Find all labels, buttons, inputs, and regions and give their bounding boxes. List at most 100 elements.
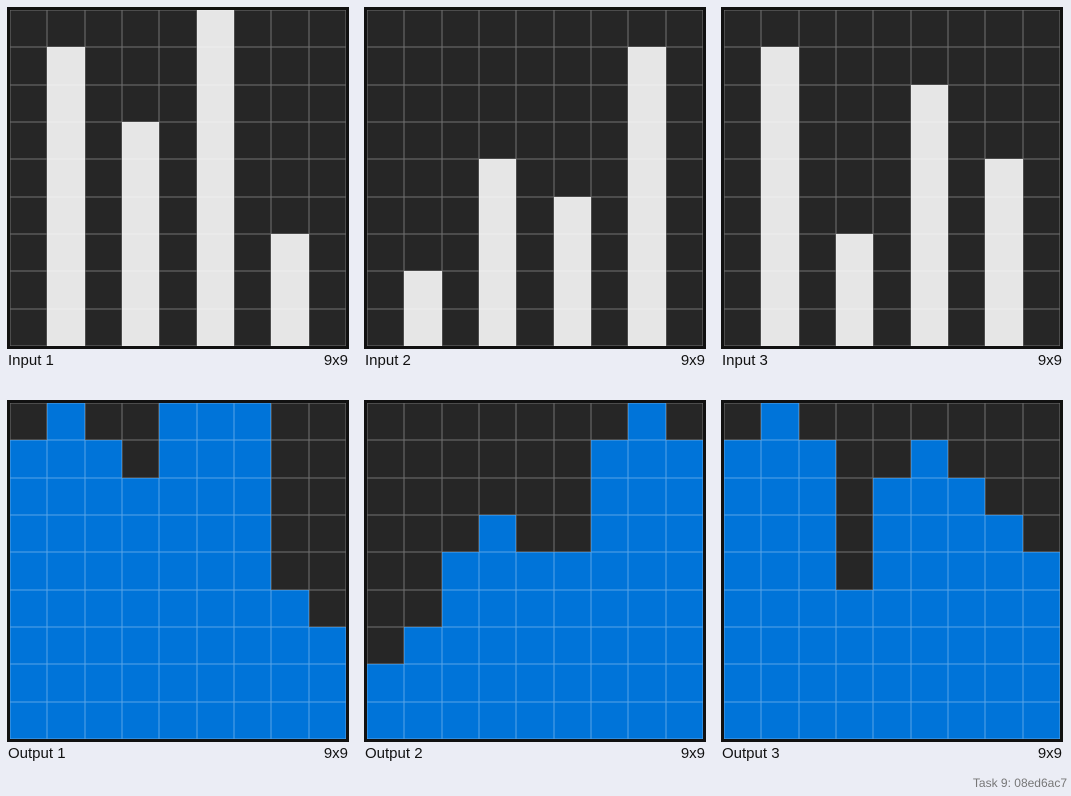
grid-cell xyxy=(84,589,122,627)
grid-cell xyxy=(873,84,911,122)
grid-cell xyxy=(196,701,234,739)
grid-cell xyxy=(441,271,479,309)
grid-cell xyxy=(947,514,986,553)
grid-cell xyxy=(665,121,703,160)
grid-cell xyxy=(798,10,836,48)
grid-cell xyxy=(196,196,234,234)
input-3-caption: Input 3 9x9 xyxy=(721,349,1063,369)
grid-cell xyxy=(553,701,591,739)
grid-cell xyxy=(873,440,911,478)
grid-cell xyxy=(84,626,122,665)
grid-cell xyxy=(10,159,48,197)
grid-cell xyxy=(665,159,703,197)
grid-cell xyxy=(835,477,874,515)
output-2-size: 9x9 xyxy=(680,745,705,762)
grid-cell xyxy=(628,196,666,234)
grid-cell xyxy=(835,664,874,702)
grid-cell xyxy=(761,84,799,122)
grid-cell xyxy=(798,47,836,85)
grid-cell xyxy=(873,121,911,160)
grid-cell xyxy=(308,589,346,627)
grid-cell xyxy=(590,626,629,665)
grid-cell xyxy=(47,589,85,627)
grid-cell xyxy=(159,159,197,197)
grid-cell xyxy=(724,196,762,234)
input-2-panel: Input 2 9x9 xyxy=(364,7,706,369)
grid-cell xyxy=(308,664,346,702)
grid-cell xyxy=(910,552,948,590)
grid-cell xyxy=(873,271,911,309)
grid-cell xyxy=(233,477,272,515)
grid-cell xyxy=(10,440,48,478)
grid-cell xyxy=(724,403,762,441)
output-2-grid xyxy=(364,400,706,742)
grid-cell xyxy=(308,10,346,48)
output-1-grid xyxy=(7,400,349,742)
grid-cell xyxy=(665,271,703,309)
grid-cell xyxy=(761,233,799,272)
grid-cell xyxy=(404,233,442,272)
grid-cell xyxy=(233,552,272,590)
grid-cell xyxy=(10,84,48,122)
grid-cell xyxy=(404,403,442,441)
grid-cell xyxy=(159,552,197,590)
grid-cell xyxy=(47,626,85,665)
grid-cell xyxy=(590,121,629,160)
grid-cell xyxy=(628,403,666,441)
grid-cell xyxy=(985,308,1023,346)
grid-cell xyxy=(308,477,346,515)
grid-cell xyxy=(665,589,703,627)
grid-cell xyxy=(665,47,703,85)
grid-cell xyxy=(367,47,405,85)
grid-cell xyxy=(724,47,762,85)
grid-cell xyxy=(10,233,48,272)
grid-cell xyxy=(478,47,517,85)
grid-cell xyxy=(308,271,346,309)
grid-cell xyxy=(835,626,874,665)
grid-cell xyxy=(441,440,479,478)
grid-cell xyxy=(367,84,405,122)
grid-cell xyxy=(196,159,234,197)
input-2-caption: Input 2 9x9 xyxy=(364,349,706,369)
grid-cell xyxy=(665,664,703,702)
grid-cell xyxy=(873,233,911,272)
grid-cell xyxy=(308,47,346,85)
grid-cell xyxy=(1022,47,1060,85)
grid-cell xyxy=(121,196,160,234)
grid-cell xyxy=(761,121,799,160)
grid-cell xyxy=(761,552,799,590)
grid-cell xyxy=(478,159,517,197)
grid-cell xyxy=(159,403,197,441)
grid-cell xyxy=(516,121,554,160)
grid-cell xyxy=(441,121,479,160)
grid-cell xyxy=(47,84,85,122)
grid-cell xyxy=(367,552,405,590)
grid-cell xyxy=(798,159,836,197)
grid-cell xyxy=(404,552,442,590)
grid-cell xyxy=(628,121,666,160)
grid-cell xyxy=(121,403,160,441)
grid-cell xyxy=(308,440,346,478)
grid-cell xyxy=(1022,440,1060,478)
grid-cell xyxy=(441,477,479,515)
grid-cell xyxy=(121,664,160,702)
grid-cell xyxy=(196,121,234,160)
grid-cell xyxy=(553,664,591,702)
grid-cell xyxy=(47,233,85,272)
grid-cell xyxy=(47,196,85,234)
grid-cell xyxy=(873,514,911,553)
grid-cell xyxy=(47,159,85,197)
grid-cell xyxy=(271,664,309,702)
grid-cell xyxy=(196,47,234,85)
grid-cell xyxy=(308,121,346,160)
grid-cell xyxy=(84,552,122,590)
grid-cell xyxy=(10,514,48,553)
grid-cell xyxy=(985,514,1023,553)
grid-cell xyxy=(947,626,986,665)
grid-cell xyxy=(590,196,629,234)
grid-cell xyxy=(516,159,554,197)
grid-cell xyxy=(835,10,874,48)
grid-cell xyxy=(367,664,405,702)
grid-cell xyxy=(441,159,479,197)
input-1-size: 9x9 xyxy=(323,352,348,369)
